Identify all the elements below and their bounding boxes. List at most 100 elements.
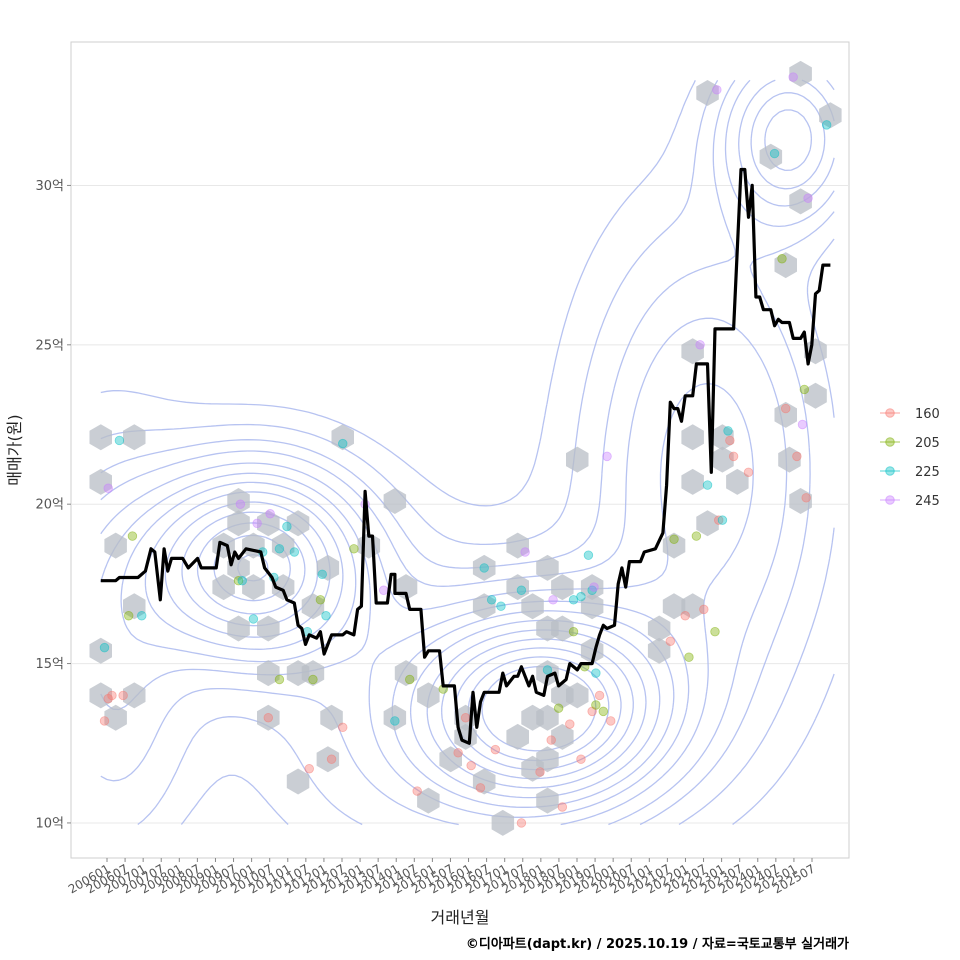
hexbin-cell — [551, 574, 574, 601]
data-point-160 — [338, 722, 348, 733]
caption: ©디아파트(dapt.kr) / 2025.10.19 / 자료=국토교통부 실… — [466, 936, 849, 952]
data-point-205 — [553, 703, 564, 713]
hexbin-cell — [271, 574, 295, 601]
data-point-245 — [235, 499, 246, 509]
hexbin-cell — [551, 615, 574, 642]
y-axis: 10억 15억 20억 25억 30억 — [35, 179, 71, 831]
x-axis: 2006012006072007012007072008012008072009… — [66, 858, 818, 897]
data-point-160 — [680, 611, 690, 621]
scatter-points — [99, 72, 832, 828]
data-point-160 — [565, 719, 575, 729]
hexbin-cell — [566, 682, 589, 709]
data-point-225 — [137, 611, 147, 621]
hexbin-cell — [104, 532, 127, 559]
data-point-160 — [606, 716, 616, 726]
data-point-245 — [589, 582, 599, 592]
data-point-160 — [107, 690, 117, 701]
data-point-160 — [99, 716, 110, 726]
hexbin-layer — [89, 60, 842, 836]
hexbin-cell — [227, 510, 250, 537]
data-point-160 — [725, 435, 735, 446]
hexbin-cell — [506, 574, 529, 601]
hexbin-cell — [257, 615, 280, 642]
data-point-160 — [475, 783, 486, 793]
data-point-160 — [792, 451, 802, 462]
hexbin-cell — [536, 787, 559, 814]
data-point-160 — [801, 493, 811, 503]
hexbin-cell — [227, 488, 250, 514]
data-point-225 — [289, 547, 300, 557]
hexbin-cell — [536, 554, 559, 581]
data-point-160 — [466, 760, 476, 771]
hexbin-cell — [257, 660, 280, 687]
data-point-225 — [114, 435, 125, 446]
hexbin-cell — [286, 510, 310, 537]
hexbin-cell — [774, 401, 797, 428]
data-point-225 — [321, 611, 331, 621]
hexbin-cell — [696, 80, 719, 106]
data-point-245 — [797, 419, 808, 430]
data-point-160 — [665, 636, 676, 646]
legend-label-225: 225 — [915, 465, 940, 480]
hexbin-cell — [662, 593, 686, 620]
hexbin-cell — [331, 424, 354, 451]
x-axis-title: 거래년월 — [431, 908, 490, 927]
hexbin-cell — [104, 704, 127, 731]
hexbin-cell — [286, 768, 310, 795]
hexbin-cell — [711, 424, 734, 451]
hexbin-cell — [819, 102, 842, 129]
data-point-225 — [576, 591, 586, 602]
contour-line — [120, 109, 813, 808]
data-point-225 — [338, 438, 348, 449]
data-point-205 — [349, 544, 359, 554]
data-point-245 — [712, 85, 722, 95]
data-point-205 — [405, 674, 415, 685]
hexbin-cell — [491, 809, 515, 836]
hexbin-cell — [123, 682, 146, 709]
hexbin-cell — [506, 532, 529, 559]
data-point-205 — [598, 706, 609, 717]
legend: 160 205 225 245 — [880, 407, 940, 509]
hexbin-cell — [580, 593, 604, 620]
data-point-205 — [799, 384, 810, 395]
hexbin-cell — [316, 746, 340, 773]
legend-key-point — [885, 437, 895, 447]
hexbin-cell — [472, 593, 496, 620]
data-point-225 — [237, 575, 247, 586]
hexbin-cell — [257, 510, 280, 537]
data-point-225 — [591, 668, 601, 678]
data-point-160 — [576, 754, 586, 764]
median-price-line — [100, 167, 831, 745]
data-point-160 — [460, 713, 471, 723]
hexbin-cell — [789, 60, 812, 87]
hexbin-cell — [227, 615, 250, 642]
data-point-160 — [535, 767, 545, 777]
hexbin-cell — [394, 660, 418, 687]
hexbin-cell — [696, 510, 719, 537]
contour-line — [100, 79, 835, 826]
hexbin-cell — [123, 424, 146, 451]
data-point-160 — [781, 403, 791, 414]
hexbin-cell — [506, 723, 529, 750]
data-point-205 — [710, 626, 720, 637]
hexbin-cell — [647, 637, 671, 664]
data-point-160 — [412, 786, 422, 796]
data-point-205 — [669, 534, 679, 544]
data-point-245 — [378, 585, 389, 595]
legend-key-point — [885, 408, 895, 418]
data-point-245 — [788, 72, 798, 82]
y-axis-title: 매매가(원) — [5, 414, 24, 485]
legend-key-point — [885, 495, 895, 505]
data-point-225 — [99, 642, 110, 653]
y-tick-label: 25억 — [35, 338, 64, 353]
legend-label-245: 245 — [915, 494, 940, 509]
hexbin-cell — [212, 574, 235, 601]
data-point-225 — [248, 614, 259, 624]
data-point-225 — [486, 595, 497, 605]
data-point-225 — [390, 716, 400, 726]
data-point-160 — [728, 451, 739, 462]
data-point-160 — [118, 690, 128, 701]
hexbin-cell — [759, 143, 783, 170]
data-point-225 — [542, 665, 553, 675]
data-point-225 — [282, 521, 292, 532]
